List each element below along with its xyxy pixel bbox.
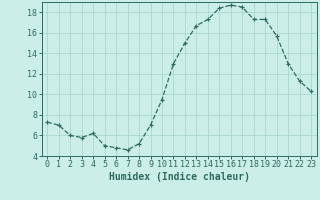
X-axis label: Humidex (Indice chaleur): Humidex (Indice chaleur) bbox=[109, 172, 250, 182]
